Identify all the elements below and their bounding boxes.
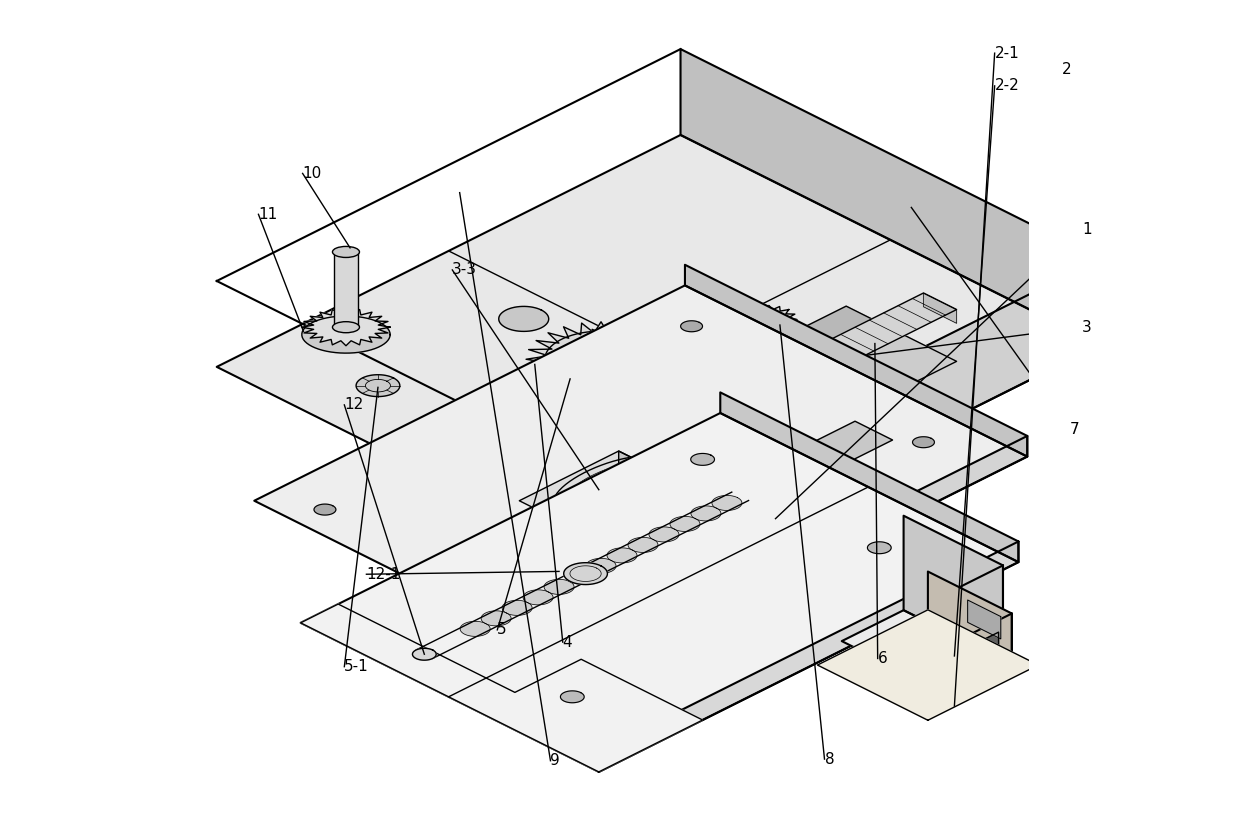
Text: 3-3: 3-3: [453, 263, 477, 277]
Polygon shape: [544, 579, 574, 595]
Text: 10: 10: [303, 166, 322, 181]
Polygon shape: [913, 437, 935, 447]
Polygon shape: [684, 265, 1027, 456]
Polygon shape: [565, 569, 595, 584]
Polygon shape: [868, 631, 987, 691]
Polygon shape: [740, 305, 797, 334]
Polygon shape: [481, 611, 511, 626]
Polygon shape: [217, 135, 1100, 577]
Polygon shape: [844, 620, 1012, 703]
Text: 12: 12: [345, 398, 363, 412]
Ellipse shape: [332, 321, 360, 333]
Polygon shape: [587, 559, 616, 573]
Text: 4: 4: [563, 635, 573, 649]
Polygon shape: [596, 436, 1027, 672]
Polygon shape: [761, 353, 776, 362]
Polygon shape: [356, 375, 399, 397]
Polygon shape: [791, 293, 956, 375]
Polygon shape: [601, 356, 645, 406]
Text: 1: 1: [1083, 222, 1091, 236]
Polygon shape: [599, 542, 1018, 772]
Polygon shape: [681, 321, 703, 332]
Polygon shape: [300, 604, 703, 772]
Polygon shape: [334, 252, 358, 327]
Polygon shape: [460, 622, 490, 636]
Polygon shape: [924, 293, 956, 323]
Polygon shape: [624, 350, 639, 370]
Text: 2-2: 2-2: [994, 79, 1019, 93]
Polygon shape: [813, 328, 956, 400]
Polygon shape: [720, 393, 1018, 562]
Polygon shape: [564, 563, 608, 585]
Polygon shape: [301, 316, 391, 353]
Polygon shape: [608, 548, 637, 563]
Text: 9: 9: [551, 753, 560, 768]
Text: 5: 5: [497, 622, 507, 637]
Polygon shape: [928, 614, 1012, 703]
Polygon shape: [842, 610, 1003, 690]
Polygon shape: [868, 542, 892, 554]
Polygon shape: [817, 610, 1038, 720]
Polygon shape: [301, 308, 391, 346]
Polygon shape: [498, 307, 548, 331]
Text: 5-1: 5-1: [345, 659, 370, 674]
Polygon shape: [413, 649, 436, 660]
Text: 6: 6: [878, 651, 888, 666]
Polygon shape: [502, 600, 532, 615]
Polygon shape: [941, 632, 998, 683]
Polygon shape: [649, 527, 680, 542]
Polygon shape: [553, 456, 666, 512]
Polygon shape: [691, 506, 720, 521]
Text: 8: 8: [825, 752, 835, 766]
Polygon shape: [941, 565, 1003, 690]
Polygon shape: [300, 413, 1018, 772]
Polygon shape: [619, 451, 707, 510]
Polygon shape: [670, 516, 699, 532]
Polygon shape: [967, 600, 1001, 639]
Polygon shape: [526, 321, 676, 397]
Polygon shape: [636, 259, 1100, 577]
Polygon shape: [712, 496, 742, 510]
Polygon shape: [546, 620, 568, 631]
Polygon shape: [254, 285, 1027, 672]
Polygon shape: [681, 49, 1100, 345]
Polygon shape: [520, 451, 707, 545]
Text: 11: 11: [258, 207, 278, 222]
Text: 7: 7: [1070, 422, 1080, 437]
Polygon shape: [523, 590, 553, 605]
Polygon shape: [548, 357, 645, 406]
Polygon shape: [526, 306, 890, 488]
Polygon shape: [691, 453, 714, 465]
Polygon shape: [627, 537, 658, 552]
Polygon shape: [560, 691, 584, 703]
Polygon shape: [520, 466, 707, 560]
Polygon shape: [314, 504, 336, 515]
Text: 12-1: 12-1: [367, 567, 401, 582]
Polygon shape: [928, 572, 1012, 662]
Text: 2: 2: [1061, 62, 1071, 77]
Ellipse shape: [332, 246, 360, 258]
Text: 3: 3: [1083, 320, 1092, 335]
Text: 2-1: 2-1: [994, 46, 1019, 61]
Polygon shape: [904, 515, 1003, 660]
Polygon shape: [531, 421, 893, 602]
Polygon shape: [593, 330, 645, 384]
